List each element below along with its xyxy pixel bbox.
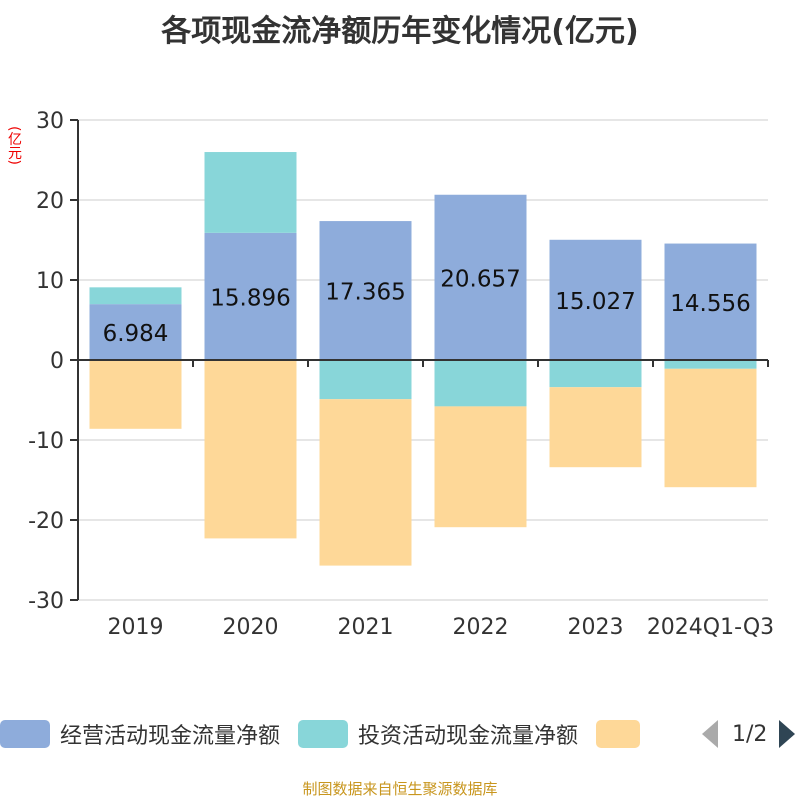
legend-swatch (298, 720, 349, 748)
y-tick-label: 0 (50, 349, 64, 374)
bar-1 (434, 194, 527, 360)
prev-page-icon[interactable] (702, 720, 718, 748)
legend-label: 投资活动现金流量净额 (358, 724, 579, 749)
bar-2 (204, 152, 297, 233)
legend-item-operating[interactable]: 经营活动现金流量净额 (0, 718, 280, 750)
plot-area: 30 20 10 0 -10 -20 -30 6.984 2019 15.896 2020 17.36… (28, 109, 774, 640)
y-tick-label: 30 (36, 109, 64, 134)
y-axis-unit: (亿元) (6, 126, 22, 165)
y-tick-label: -20 (28, 509, 64, 534)
bar-1 (549, 239, 642, 360)
y-tick-label: -10 (28, 429, 64, 454)
bar-2 (434, 360, 527, 407)
legend-swatch (0, 720, 50, 748)
x-tick-label: 2019 (108, 615, 164, 640)
y-tick-label: 20 (36, 189, 64, 214)
bar-1 (204, 232, 297, 360)
legend: 经营活动现金流量净额 投资活动现金流量净额 (0, 718, 668, 750)
bar-1 (89, 304, 182, 360)
y-tick-label: -30 (28, 589, 64, 614)
x-tick-label: 2023 (568, 615, 624, 640)
data-label: 17.365 (325, 280, 405, 306)
bar-2 (549, 360, 642, 388)
data-label: 15.896 (210, 285, 290, 311)
bar-3 (204, 360, 297, 539)
legend-item-financing[interactable] (596, 720, 650, 748)
legend-label: 经营活动现金流量净额 (60, 724, 281, 749)
x-tick-label: 2022 (453, 615, 509, 640)
bar-3 (89, 360, 182, 429)
chart-title: 各项现金流净额历年变化情况(亿元) (161, 14, 639, 49)
bar-3 (549, 387, 642, 468)
bar-3 (434, 406, 527, 528)
y-tick-label: 10 (36, 269, 64, 294)
bar-1 (664, 243, 757, 360)
bar-2 (319, 360, 412, 400)
data-label: 6.984 (103, 321, 169, 347)
x-tick-label: 2021 (338, 615, 394, 640)
data-label: 15.027 (555, 289, 635, 315)
legend-item-investing[interactable]: 投资活动现金流量净额 (298, 718, 578, 750)
legend-pager: 1/2 (702, 720, 796, 748)
bar-3 (664, 368, 757, 488)
bar-3 (319, 399, 412, 566)
bar-1 (319, 221, 412, 360)
source-note: 制图数据来自恒生聚源数据库 (302, 780, 498, 798)
page-indicator: 1/2 (732, 721, 768, 747)
next-page-icon[interactable] (779, 720, 796, 748)
data-label: 20.657 (440, 266, 520, 292)
x-tick-label: 2020 (223, 615, 279, 640)
bar-2 (89, 287, 182, 305)
data-label: 14.556 (670, 291, 750, 317)
bar-2 (664, 360, 757, 369)
x-tick-label: 2024Q1-Q3 (647, 615, 774, 640)
legend-swatch (596, 720, 641, 748)
